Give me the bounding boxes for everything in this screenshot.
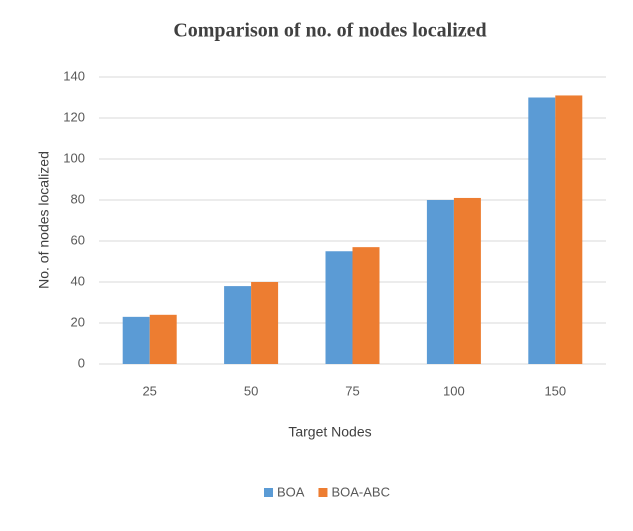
x-axis-title: Target Nodes: [288, 424, 371, 440]
chart-title: Comparison of no. of nodes localized: [173, 20, 486, 42]
x-tick-label: 25: [142, 383, 156, 398]
x-tick-label: 150: [544, 383, 566, 398]
bar: [224, 286, 252, 364]
y-tick-label: 0: [78, 355, 85, 370]
legend-swatch: [318, 488, 328, 497]
bar: [149, 314, 177, 364]
x-tick-label: 100: [443, 383, 465, 398]
legend-label: BOA-ABC: [331, 484, 390, 499]
y-tick-label: 140: [63, 68, 85, 83]
y-tick-label: 120: [63, 109, 85, 124]
legend-label: BOA: [277, 484, 305, 499]
y-tick-label: 20: [71, 314, 85, 329]
y-tick-label: 80: [71, 191, 85, 206]
y-tick-label: 100: [63, 150, 85, 165]
bar: [426, 200, 454, 364]
y-tick-label: 40: [71, 273, 85, 288]
legend-swatch: [264, 488, 273, 497]
y-axis-title: No. of nodes localized: [36, 151, 52, 289]
bar: [453, 197, 481, 364]
bar: [555, 95, 583, 364]
bar: [325, 251, 353, 364]
bar: [251, 282, 279, 364]
bar: [352, 247, 380, 364]
x-tick-label: 50: [244, 383, 258, 398]
bar: [122, 316, 150, 364]
y-tick-label: 60: [71, 232, 85, 247]
bar: [528, 97, 556, 364]
x-tick-label: 75: [345, 383, 359, 398]
